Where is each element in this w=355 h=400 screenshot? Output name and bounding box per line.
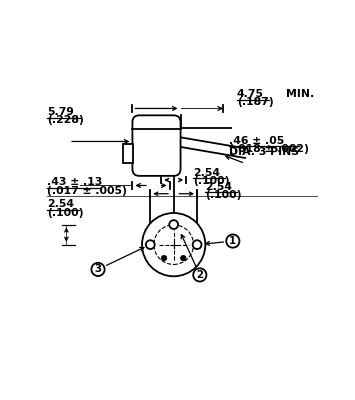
Circle shape (146, 240, 155, 249)
Circle shape (161, 255, 167, 261)
Text: (.017 ± .005): (.017 ± .005) (47, 186, 127, 196)
Bar (123, 144, 133, 164)
Text: .46 ± .05: .46 ± .05 (229, 136, 284, 146)
Text: DIA. 3 PINS: DIA. 3 PINS (229, 147, 299, 157)
Text: (.100): (.100) (193, 176, 229, 186)
Text: 2.54: 2.54 (205, 182, 232, 192)
Text: 4.75: 4.75 (237, 89, 264, 99)
Text: .43 ± .13: .43 ± .13 (47, 178, 103, 188)
Circle shape (193, 240, 202, 249)
Circle shape (226, 234, 239, 248)
Circle shape (169, 220, 178, 229)
Text: 2: 2 (196, 270, 203, 280)
FancyBboxPatch shape (132, 115, 181, 176)
Text: MIN.: MIN. (286, 89, 315, 99)
Text: 5.79: 5.79 (47, 107, 74, 117)
Text: 2.54: 2.54 (47, 200, 74, 210)
Circle shape (92, 263, 105, 276)
Text: (.018 ± .002): (.018 ± .002) (229, 144, 308, 154)
Text: (.228): (.228) (47, 115, 84, 125)
Circle shape (142, 213, 205, 276)
Text: (.100): (.100) (205, 190, 242, 200)
Text: (.187): (.187) (237, 97, 274, 107)
Text: 3: 3 (94, 264, 102, 274)
Text: 2.54: 2.54 (193, 168, 220, 178)
Circle shape (181, 255, 186, 261)
Circle shape (193, 268, 206, 282)
Text: (.100): (.100) (47, 208, 84, 218)
Text: 1: 1 (229, 236, 236, 246)
